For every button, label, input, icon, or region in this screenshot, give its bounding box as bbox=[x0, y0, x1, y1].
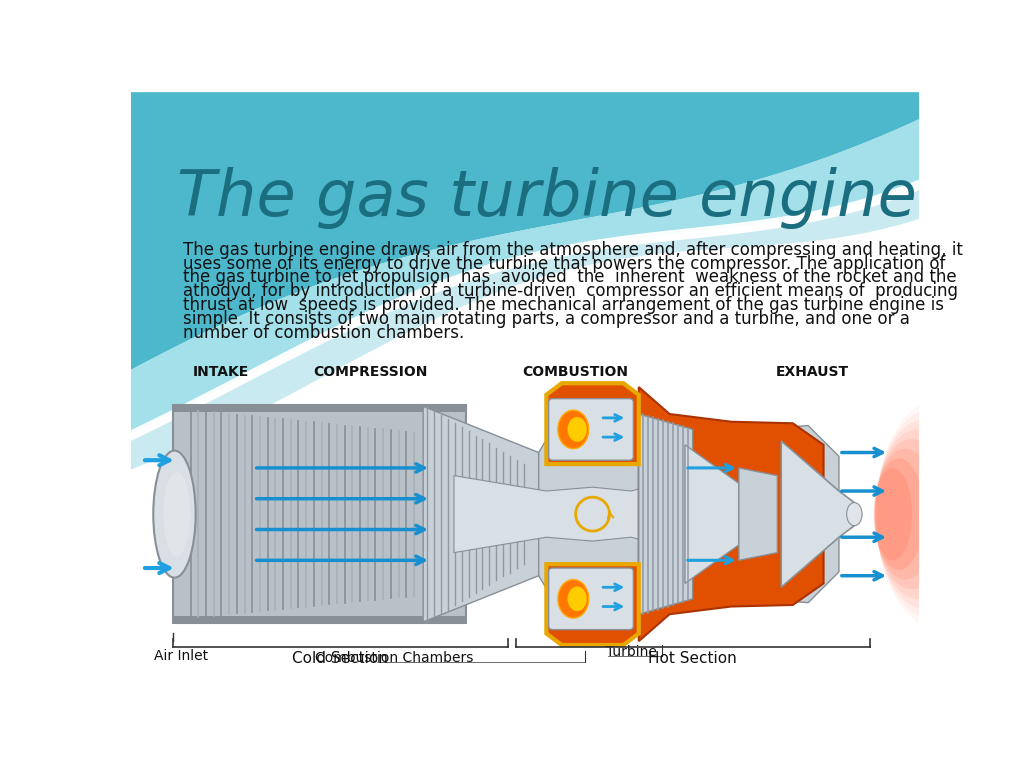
Ellipse shape bbox=[558, 580, 589, 618]
Text: Turbine: Turbine bbox=[606, 645, 657, 659]
Ellipse shape bbox=[567, 587, 587, 611]
Ellipse shape bbox=[558, 410, 589, 449]
Polygon shape bbox=[454, 475, 662, 553]
Ellipse shape bbox=[154, 451, 196, 578]
Polygon shape bbox=[547, 383, 639, 464]
Ellipse shape bbox=[874, 439, 948, 589]
Ellipse shape bbox=[876, 429, 959, 599]
Bar bbox=[173, 405, 466, 412]
Text: athodyd, for by introduction of a turbine-driven  compressor an efficient means : athodyd, for by introduction of a turbin… bbox=[183, 283, 957, 300]
FancyBboxPatch shape bbox=[173, 405, 466, 624]
Ellipse shape bbox=[567, 417, 587, 442]
Text: INTAKE: INTAKE bbox=[193, 366, 249, 379]
Text: uses some of its energy to drive the turbine that powers the compressor. The app: uses some of its energy to drive the tur… bbox=[183, 255, 945, 273]
Ellipse shape bbox=[874, 458, 924, 570]
Ellipse shape bbox=[163, 472, 190, 557]
Polygon shape bbox=[423, 406, 539, 622]
Text: Air Inlet: Air Inlet bbox=[154, 649, 208, 663]
Polygon shape bbox=[131, 92, 920, 370]
FancyBboxPatch shape bbox=[549, 568, 634, 630]
Bar bbox=[173, 616, 466, 624]
Text: COMPRESSION: COMPRESSION bbox=[313, 366, 428, 379]
Ellipse shape bbox=[876, 420, 972, 608]
Text: COMBUSTION: COMBUSTION bbox=[522, 366, 629, 379]
Polygon shape bbox=[739, 468, 777, 561]
Text: Hot Section: Hot Section bbox=[648, 651, 737, 666]
Polygon shape bbox=[131, 190, 920, 470]
Ellipse shape bbox=[874, 449, 936, 580]
Text: thrust at low  speeds is provided. The mechanical arrangement of the gas turbine: thrust at low speeds is provided. The me… bbox=[183, 296, 944, 314]
Polygon shape bbox=[639, 387, 823, 641]
FancyBboxPatch shape bbox=[549, 399, 634, 460]
Polygon shape bbox=[177, 408, 839, 621]
Text: Combustion Chambers: Combustion Chambers bbox=[315, 651, 474, 665]
Polygon shape bbox=[131, 220, 920, 477]
Text: simple. It consists of two main rotating parts, a compressor and a turbine, and : simple. It consists of two main rotating… bbox=[183, 310, 909, 328]
Polygon shape bbox=[639, 414, 692, 614]
Ellipse shape bbox=[847, 502, 862, 525]
Text: The gas turbine engine: The gas turbine engine bbox=[177, 167, 916, 229]
Text: EXHAUST: EXHAUST bbox=[775, 366, 849, 379]
Polygon shape bbox=[781, 441, 854, 588]
Polygon shape bbox=[131, 180, 920, 439]
Text: the gas turbine to jet propulsion  has  avoided  the  inherent  weakness of the : the gas turbine to jet propulsion has av… bbox=[183, 269, 956, 286]
Ellipse shape bbox=[873, 468, 912, 561]
Text: The gas turbine engine draws air from the atmosphere and, after compressing and : The gas turbine engine draws air from th… bbox=[183, 241, 963, 259]
Text: number of combustion chambers.: number of combustion chambers. bbox=[183, 324, 464, 342]
Polygon shape bbox=[547, 564, 639, 645]
Polygon shape bbox=[685, 445, 739, 584]
Text: Cold Section: Cold Section bbox=[293, 651, 388, 666]
Polygon shape bbox=[131, 119, 920, 434]
